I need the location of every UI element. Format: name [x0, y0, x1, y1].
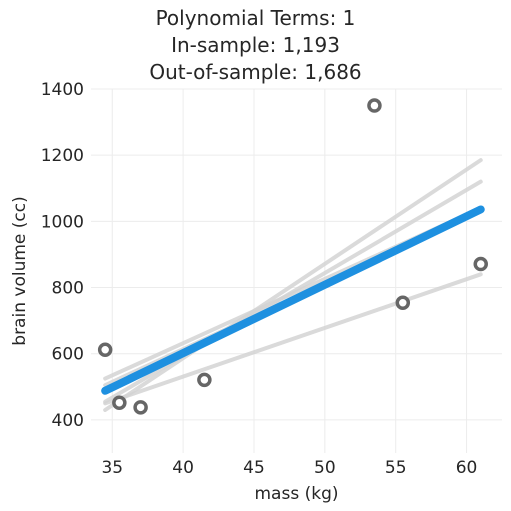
y-tick-label: 1400 [41, 80, 84, 100]
data-point [197, 372, 212, 388]
x-tick-label: 40 [172, 458, 194, 478]
chart-title-line-2: In-sample: 1,193 [171, 33, 340, 57]
x-tick-label: 35 [101, 458, 123, 478]
x-tick-label: 60 [456, 458, 478, 478]
resampled-fit-line [103, 158, 483, 412]
y-axis-label: brain volume (cc) [10, 196, 30, 345]
data-point [473, 256, 488, 272]
resampled-fit-line [103, 272, 483, 406]
data-point [112, 395, 127, 410]
chart-title-line-1: Polynomial Terms: 1 [155, 6, 356, 30]
y-tick-label: 800 [52, 279, 84, 299]
x-tick-label: 50 [314, 458, 336, 478]
y-tick-label: 600 [52, 345, 84, 365]
chart-title-line-3: Out-of-sample: 1,686 [149, 60, 362, 84]
x-axis-label: mass (kg) [255, 484, 339, 504]
y-tick-label: 1200 [41, 146, 84, 166]
data-point [367, 98, 382, 113]
data-point [97, 342, 113, 358]
data-point [133, 400, 148, 415]
data-point [395, 295, 411, 311]
y-tick-label: 1000 [41, 212, 84, 232]
y-tick-label: 400 [52, 411, 84, 431]
x-tick-label: 45 [243, 458, 265, 478]
fit-line [101, 205, 485, 395]
x-tick-label: 55 [385, 458, 407, 478]
